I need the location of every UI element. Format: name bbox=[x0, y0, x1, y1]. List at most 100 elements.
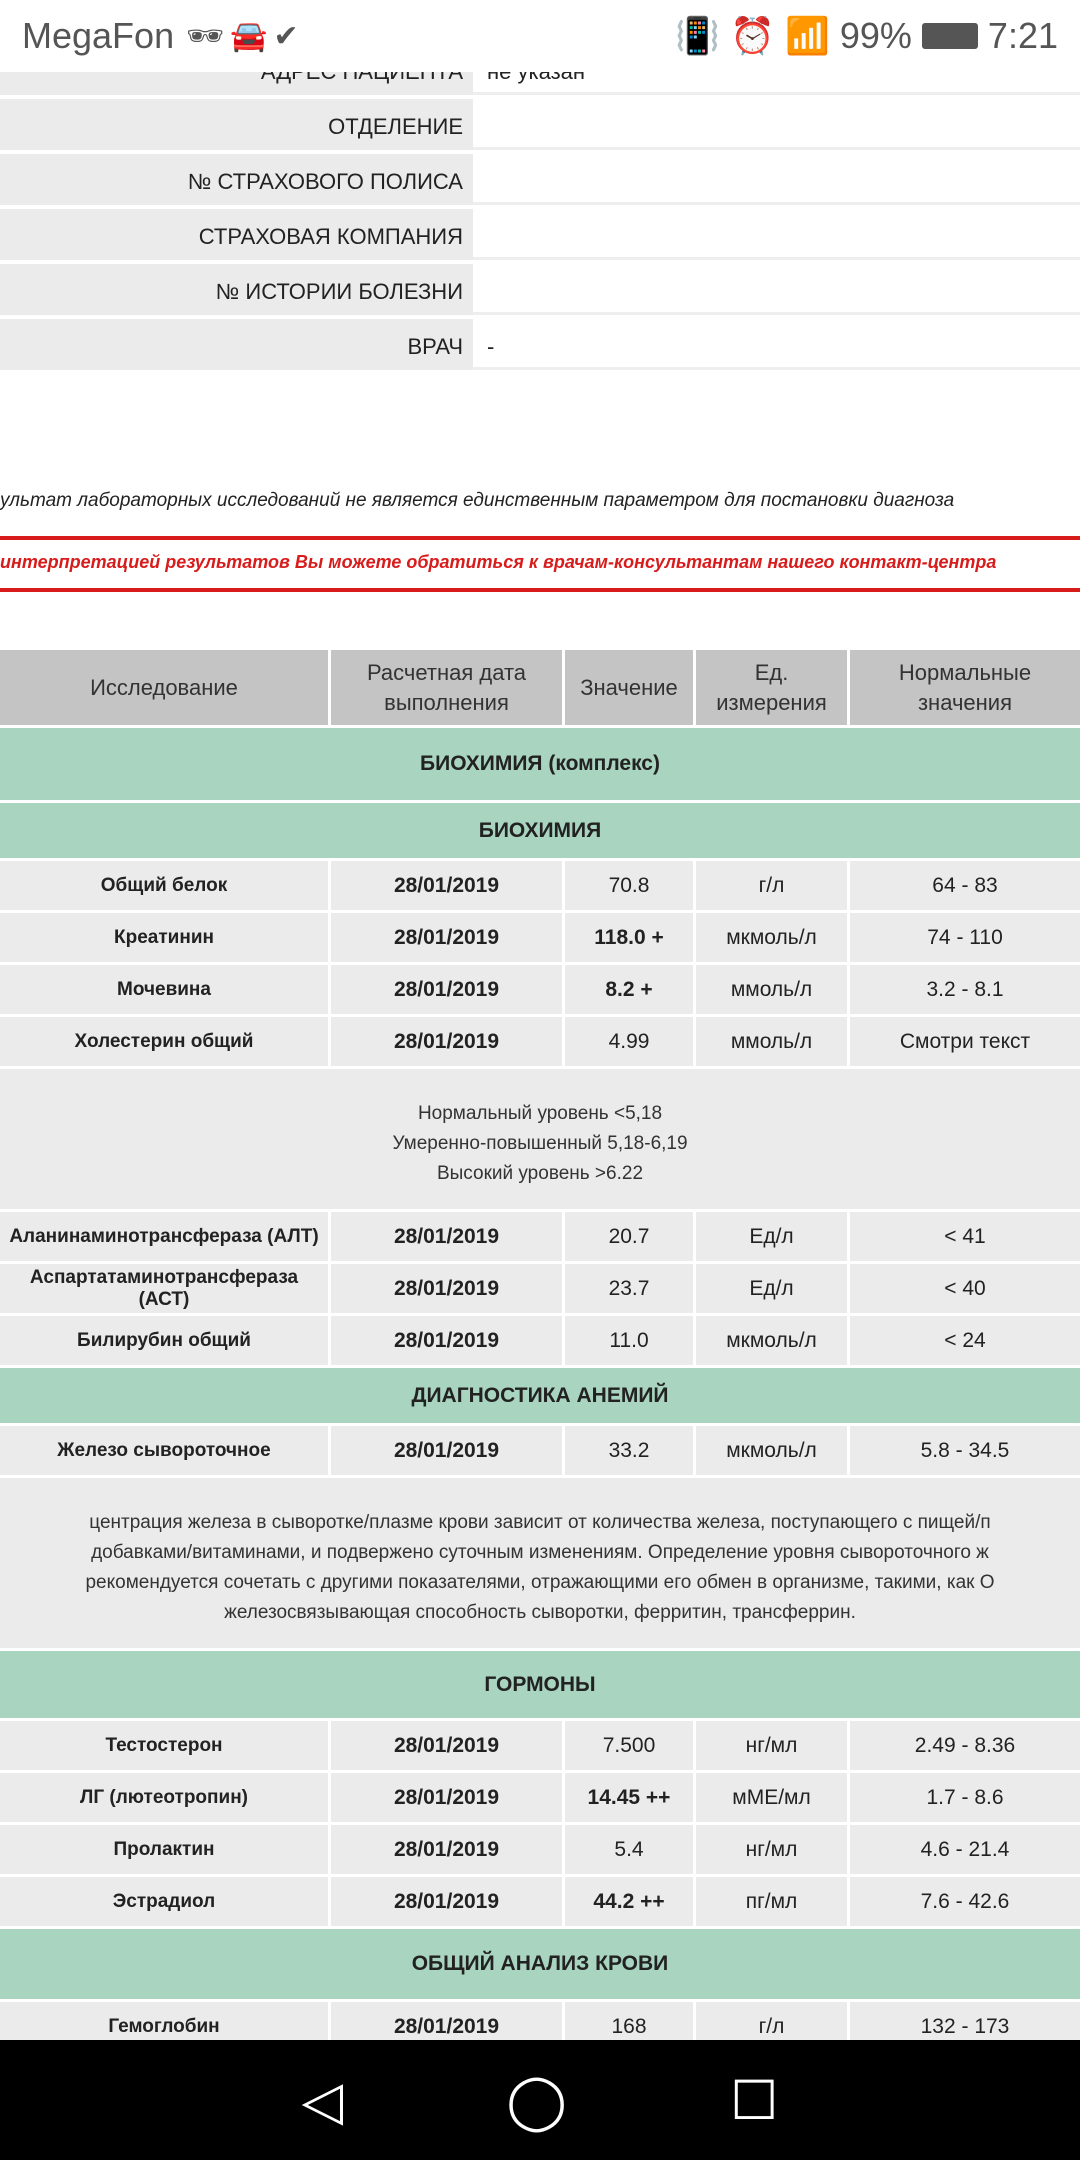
battery-icon bbox=[921, 23, 978, 49]
note-line: Нормальный уровень <5,18 bbox=[417, 1103, 663, 1124]
cell-value: 33.2 bbox=[565, 1426, 696, 1475]
cell-name: Креатинин bbox=[0, 913, 331, 962]
iron-note: центрация железа в сыворотке/плазме кров… bbox=[0, 1478, 1080, 1651]
table-row: Креатинин 28/01/2019 118.0 + мкмоль/л 74 - 1… bbox=[0, 913, 1080, 965]
incognito-icon: 🕶 bbox=[186, 19, 231, 53]
cell-unit: Ед/л bbox=[696, 1212, 850, 1261]
info-value bbox=[473, 99, 1080, 150]
cell-norm: Смотри текст bbox=[899, 1029, 1031, 1053]
table-row: Пролактин 28/01/2019 5.4 нг/мл 4.6 - 21.4 bbox=[0, 1825, 1080, 1877]
note-line: рекомендуется сочетать с другими показат… bbox=[85, 1572, 995, 1593]
cell-unit: пг/мл bbox=[696, 1877, 850, 1926]
car-icon: 🚘 bbox=[230, 19, 274, 53]
cell-date: 28/01/2019 bbox=[331, 1825, 565, 1874]
info-row-doctor: ВРАЧ - bbox=[0, 319, 1080, 374]
table-row: Эстрадиол 28/01/2019 44.2 ++ пг/мл 7.6 - 42.… bbox=[0, 1877, 1080, 1929]
cell-norm: 1.7 - 8.6 bbox=[926, 1785, 1004, 1809]
cell-unit: Ед/л bbox=[696, 1264, 850, 1313]
cell-norm: 5.8 - 34.5 bbox=[920, 1438, 1010, 1462]
info-label: № СТРАХОВОГО ПОЛИСА bbox=[0, 154, 473, 205]
cell-unit: мкмоль/л bbox=[696, 1316, 850, 1365]
info-label: № ИСТОРИИ БОЛЕЗНИ bbox=[0, 264, 473, 315]
info-row-insurer: СТРАХОВАЯ КОМПАНИЯ bbox=[0, 209, 1080, 264]
table-row: Мочевина 28/01/2019 8.2 + ммоль/л 3.2 - 8.1 bbox=[0, 965, 1080, 1017]
table-row: Общий белок 28/01/2019 70.8 г/л 64 - 83 bbox=[0, 861, 1080, 913]
note-line: железосвязывающая способность сыворотки,… bbox=[224, 1602, 856, 1623]
red-divider bbox=[0, 588, 1080, 592]
contact-notice: интерпретацией результатов Вы можете обр… bbox=[0, 552, 997, 572]
carrier-name: MegaFon bbox=[22, 15, 175, 56]
cell-unit: мМЕ/мл bbox=[696, 1773, 850, 1822]
cell-norm: < 40 bbox=[944, 1276, 986, 1300]
cell-name: Пролактин bbox=[0, 1825, 331, 1874]
cell-date: 28/01/2019 bbox=[331, 1316, 565, 1365]
results-table: Исследование Расчетная дата выполнения З… bbox=[0, 650, 1080, 2054]
cell-name: Аспартатаминотрансфераза (АСТ) bbox=[0, 1264, 331, 1313]
info-label: ВРАЧ bbox=[0, 319, 473, 370]
cell-date: 28/01/2019 bbox=[331, 1426, 565, 1475]
table-row: Железо сывороточное 28/01/2019 33.2 мкмоль/… bbox=[0, 1426, 1080, 1478]
cell-value: 70.8 bbox=[565, 861, 696, 910]
table-row: Тестостерон 28/01/2019 7.500 нг/мл 2.49 - 8.… bbox=[0, 1721, 1080, 1773]
cell-date: 28/01/2019 bbox=[331, 913, 565, 962]
alarm-icon: ⏰ bbox=[730, 15, 776, 56]
cell-name: Тестостерон bbox=[0, 1721, 331, 1770]
info-row-history: № ИСТОРИИ БОЛЕЗНИ bbox=[0, 264, 1080, 319]
table-row: ЛГ (лютеотропин) 28/01/2019 14.45 ++ мМЕ/мл… bbox=[0, 1773, 1080, 1825]
notification-icons: 🕶🚘✔ bbox=[186, 19, 305, 54]
col-header: Исследование bbox=[0, 650, 331, 725]
table-row: Холестерин общий 28/01/2019 4.99 ммоль/л Смо… bbox=[0, 1017, 1080, 1069]
clock: 7:21 bbox=[987, 15, 1058, 56]
table-row: Аспартатаминотрансфераза (АСТ) 28/01/2019… bbox=[0, 1264, 1080, 1316]
cell-name: Билирубин общий bbox=[0, 1316, 331, 1365]
cell-value: 14.45 ++ bbox=[565, 1773, 696, 1822]
cell-name: Холестерин общий bbox=[0, 1017, 331, 1066]
cell-name: Гемоглобин bbox=[0, 2002, 331, 2051]
note-line: добавками/витаминами, и подвержено суточ… bbox=[91, 1542, 989, 1563]
cell-name: Мочевина bbox=[0, 965, 331, 1014]
status-bar: MegaFon 🕶🚘✔ 📳 ⏰ 📶 99% 7:21 bbox=[0, 0, 1080, 72]
section-header: БИОХИМИЯ bbox=[0, 803, 1080, 861]
cell-norm: 7.6 - 42.6 bbox=[920, 1889, 1010, 1913]
cell-name: Железо сывороточное bbox=[0, 1426, 331, 1475]
back-icon[interactable]: ◁ bbox=[301, 2070, 344, 2131]
recents-icon[interactable]: ☐ bbox=[729, 2070, 779, 2131]
home-icon[interactable]: ◯ bbox=[506, 2070, 567, 2131]
table-header: Исследование Расчетная дата выполнения З… bbox=[0, 650, 1080, 728]
cell-unit: нг/мл bbox=[696, 1825, 850, 1874]
cell-unit: нг/мл bbox=[696, 1721, 850, 1770]
info-value bbox=[473, 209, 1080, 260]
disclaimer-text: ультат лабораторных исследований не явля… bbox=[0, 490, 955, 511]
info-value: - bbox=[473, 319, 1080, 370]
note-line: Высокий уровень >6.22 bbox=[436, 1163, 644, 1184]
cell-name: Общий белок bbox=[0, 861, 331, 910]
cell-value: 5.4 bbox=[565, 1825, 696, 1874]
cell-norm: 3.2 - 8.1 bbox=[926, 977, 1004, 1001]
info-row-policy: № СТРАХОВОГО ПОЛИСА bbox=[0, 154, 1080, 209]
patient-info: АДРЕС ПАЦИЕНТАне указан ОТДЕЛЕНИЕ № СТРА… bbox=[0, 44, 1080, 374]
table-row: Билирубин общий 28/01/2019 11.0 мкмоль/л < 2… bbox=[0, 1316, 1080, 1368]
battery-percent: 99% bbox=[839, 15, 912, 56]
cell-value: 4.99 bbox=[565, 1017, 696, 1066]
section-header: ДИАГНОСТИКА АНЕМИЙ bbox=[0, 1368, 1080, 1426]
cell-date: 28/01/2019 bbox=[331, 1264, 565, 1313]
wifi-icon: 📶 bbox=[785, 15, 830, 56]
col-header: Значение bbox=[565, 650, 696, 725]
table-row: Аланинаминотрансфераза (АЛТ) 28/01/2019 20… bbox=[0, 1212, 1080, 1264]
cell-norm: < 41 bbox=[944, 1224, 986, 1248]
section-header: ОБЩИЙ АНАЛИЗ КРОВИ bbox=[0, 1929, 1080, 2002]
cell-norm: 64 - 83 bbox=[932, 873, 998, 897]
download-done-icon: ✔ bbox=[273, 19, 305, 53]
cell-value: 11.0 bbox=[565, 1316, 696, 1365]
cell-unit: ммоль/л bbox=[696, 1017, 850, 1066]
section-header: БИОХИМИЯ (комплекс) bbox=[0, 728, 1080, 803]
cell-value: 168 bbox=[565, 2002, 696, 2051]
info-label: ОТДЕЛЕНИЕ bbox=[0, 99, 473, 150]
cell-unit: мкмоль/л bbox=[696, 913, 850, 962]
cell-unit: г/л bbox=[696, 2002, 850, 2051]
cell-norm: 4.6 - 21.4 bbox=[920, 1837, 1010, 1861]
cell-value: 23.7 bbox=[565, 1264, 696, 1313]
cell-value: 118.0 + bbox=[565, 913, 696, 962]
note-line: Умеренно-повышенный 5,18-6,19 bbox=[392, 1133, 688, 1154]
cell-date: 28/01/2019 bbox=[331, 2002, 565, 2051]
